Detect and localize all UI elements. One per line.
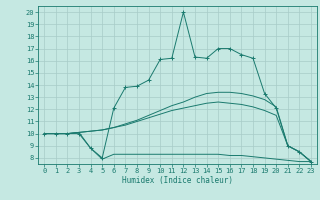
X-axis label: Humidex (Indice chaleur): Humidex (Indice chaleur) [122, 176, 233, 185]
